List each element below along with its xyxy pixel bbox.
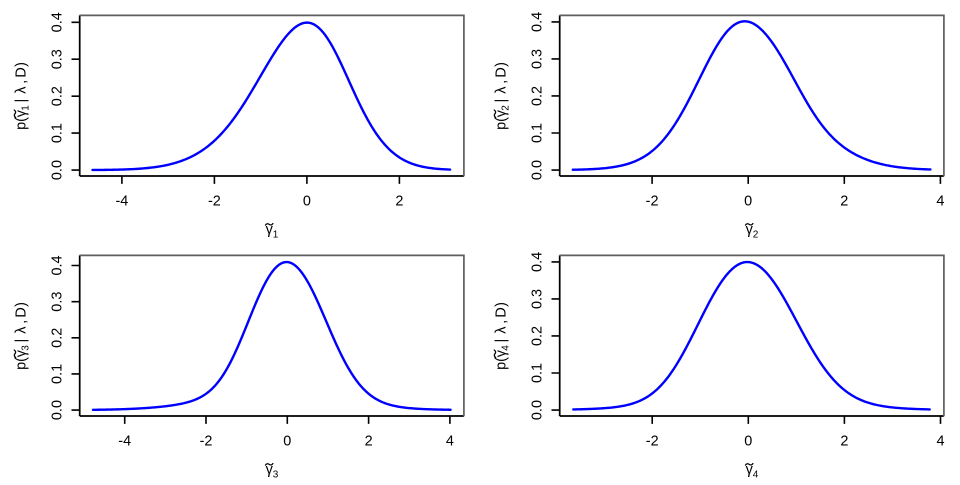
svg-text:γ: γ [493,109,509,117]
svg-text:-2: -2 [200,433,213,449]
svg-text:,: , [13,320,29,324]
svg-text:1: 1 [21,105,32,111]
svg-text:0.3: 0.3 [49,292,65,312]
svg-text:γ: γ [13,349,29,357]
svg-text:,: , [13,80,29,84]
svg-text:γ: γ [746,222,754,238]
svg-text:): ) [13,62,29,67]
svg-text:0.1: 0.1 [49,364,65,384]
svg-text:0.2: 0.2 [49,86,65,106]
svg-text:0.2: 0.2 [49,328,65,348]
svg-text:4: 4 [936,193,944,209]
svg-text:D: D [493,307,509,317]
svg-text:0.3: 0.3 [529,49,545,69]
svg-text:-4: -4 [115,193,128,209]
svg-text:2: 2 [395,193,403,209]
svg-text:-2: -2 [646,433,659,449]
svg-text:0.0: 0.0 [529,160,545,180]
svg-text:D: D [13,307,29,317]
svg-text:0.1: 0.1 [49,123,65,143]
svg-text:λ: λ [493,86,509,94]
svg-text:|: | [493,339,509,343]
svg-text:D: D [493,67,509,77]
svg-text:γ: γ [266,222,274,238]
svg-text:γ: γ [746,462,754,478]
svg-text:4: 4 [446,433,454,449]
svg-text:0.3: 0.3 [49,49,65,69]
svg-text:γ: γ [13,109,29,117]
svg-text:0.4: 0.4 [529,252,545,272]
svg-text:|: | [13,99,29,103]
svg-text:0.4: 0.4 [49,255,65,275]
svg-text:0.0: 0.0 [49,400,65,420]
svg-text:λ: λ [13,326,29,334]
svg-text:p(: p( [493,117,509,130]
svg-text:0.3: 0.3 [529,289,545,309]
svg-text:): ) [493,302,509,307]
svg-text:,: , [493,80,509,84]
svg-text:λ: λ [493,326,509,334]
svg-text:p(: p( [13,357,29,370]
svg-text:4: 4 [936,433,944,449]
svg-text:0.1: 0.1 [529,123,545,143]
svg-text:|: | [493,99,509,103]
svg-text:): ) [493,62,509,67]
svg-text:p(: p( [13,117,29,130]
svg-text:0: 0 [303,193,311,209]
svg-text:-4: -4 [118,433,131,449]
svg-text:2: 2 [501,105,512,111]
svg-text:2: 2 [365,433,373,449]
svg-text:4: 4 [501,345,512,351]
svg-text:3: 3 [21,345,32,351]
svg-text:0.0: 0.0 [529,400,545,420]
svg-text:,: , [493,320,509,324]
svg-text:4: 4 [753,469,759,480]
svg-text:p(: p( [493,357,509,370]
svg-text:D: D [13,67,29,77]
svg-text:1: 1 [273,229,279,240]
svg-text:3: 3 [273,469,279,480]
svg-text:γ: γ [493,349,509,357]
svg-text:0.0: 0.0 [49,160,65,180]
svg-text:2: 2 [840,193,848,209]
svg-text:0.1: 0.1 [529,363,545,383]
svg-text:2: 2 [840,433,848,449]
svg-text:0.2: 0.2 [529,326,545,346]
svg-text:0: 0 [744,193,752,209]
svg-text:|: | [13,339,29,343]
svg-text:0.4: 0.4 [49,12,65,32]
svg-text:λ: λ [13,86,29,94]
svg-text:-2: -2 [646,193,659,209]
svg-text:2: 2 [753,229,759,240]
svg-text:γ: γ [266,462,274,478]
svg-text:0: 0 [283,433,291,449]
svg-text:0: 0 [744,433,752,449]
svg-text:0.2: 0.2 [529,86,545,106]
svg-text:-2: -2 [208,193,221,209]
svg-text:): ) [13,302,29,307]
svg-text:0.4: 0.4 [529,12,545,32]
